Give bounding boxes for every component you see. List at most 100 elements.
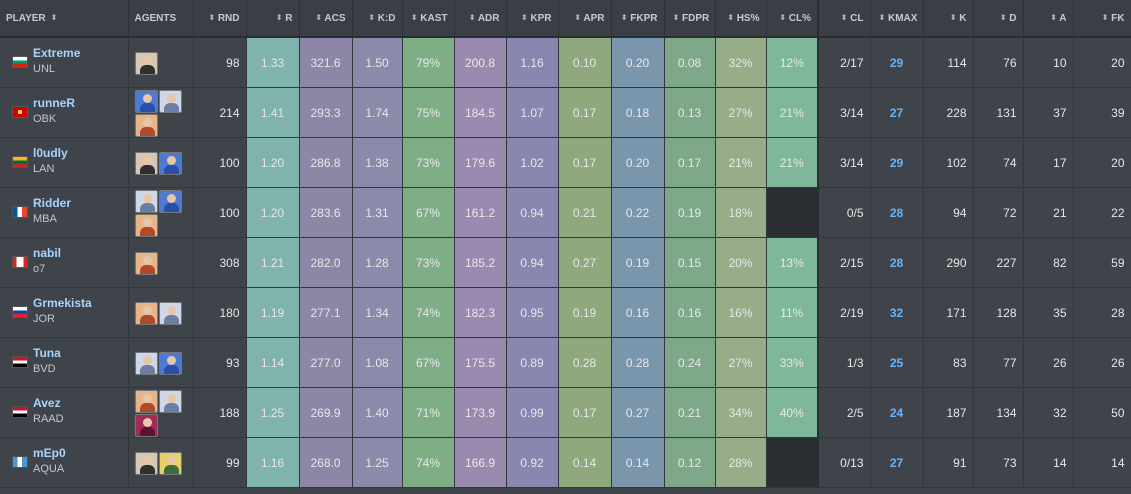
player-name-link[interactable]: runneR <box>33 96 75 110</box>
country-flag-icon <box>12 456 28 468</box>
table-row: l0udly LAN 100 1.20 286.8 1.38 73% 179.6 1.02 0.1… <box>0 137 1131 188</box>
kmax-cell[interactable]: 28 <box>870 237 924 288</box>
player-name-link[interactable]: Extreme <box>33 46 81 60</box>
kd-cell: 1.28 <box>352 237 403 288</box>
acs-cell: 293.3 <box>299 87 353 138</box>
a-cell: 10 <box>1023 37 1074 88</box>
table-row: Tuna BVD 93 1.14 277.0 1.08 67% 175.5 0.89 0.28 0.… <box>0 337 1131 388</box>
header-kmax[interactable]: ⬍ KMAX <box>870 0 924 38</box>
sort-icon: ⬍ <box>368 12 375 22</box>
player-cell: Grmekista JOR <box>0 287 129 338</box>
sort-icon: ⬍ <box>999 12 1007 22</box>
player-name-link[interactable]: Ridder <box>33 196 72 210</box>
kpr-cell: 0.92 <box>506 437 559 488</box>
player-cell: l0udly LAN <box>0 137 129 188</box>
player-name-link[interactable]: Tuna <box>33 346 61 360</box>
r-cell: 1.14 <box>246 337 300 388</box>
d-cell: 131 <box>973 87 1024 138</box>
table-row: nabil o7 308 1.21 282.0 1.28 73% 185.2 0.94 0.27 0… <box>0 237 1131 288</box>
kast-cell: 67% <box>402 187 455 238</box>
agent-portrait-icon <box>134 451 158 475</box>
acs-cell: 277.1 <box>299 287 353 338</box>
player-name-link[interactable]: Grmekista <box>33 296 92 310</box>
d-cell: 76 <box>973 37 1024 88</box>
fk-cell: 59 <box>1073 237 1131 288</box>
header-clpct[interactable]: ⬍ CL% <box>766 0 819 38</box>
fkpr-cell: 0.22 <box>611 187 665 238</box>
kmax-cell[interactable]: 32 <box>870 287 924 338</box>
header-r[interactable]: ⬍ R <box>246 0 300 38</box>
header-player[interactable]: PLAYER ⬍ <box>0 0 129 38</box>
fkpr-cell: 0.28 <box>611 337 665 388</box>
header-apr[interactable]: ⬍ APR <box>558 0 612 38</box>
kpr-cell: 0.94 <box>506 237 559 288</box>
header-d[interactable]: ⬍ D <box>973 0 1024 38</box>
kast-cell: 74% <box>402 287 455 338</box>
player-cell: nabil o7 <box>0 237 129 288</box>
header-k[interactable]: ⬍ K <box>923 0 974 38</box>
k-cell: 228 <box>923 87 974 138</box>
apr-cell: 0.10 <box>558 37 612 88</box>
kmax-cell[interactable]: 28 <box>870 187 924 238</box>
a-cell: 14 <box>1023 437 1074 488</box>
player-name-link[interactable]: mEp0 <box>33 446 66 460</box>
fdpr-cell: 0.12 <box>664 437 716 488</box>
r-cell: 1.16 <box>246 437 300 488</box>
hs-cell: 28% <box>715 437 767 488</box>
kmax-cell[interactable]: 29 <box>870 37 924 88</box>
hs-cell: 18% <box>715 187 767 238</box>
header-kd[interactable]: ⬍ K:D <box>352 0 403 38</box>
table-row: runneR OBK 214 1.41 293.3 1.74 75% 184.5 1.07 0.1… <box>0 87 1131 138</box>
header-fk[interactable]: ⬍ FK <box>1073 0 1131 38</box>
k-cell: 114 <box>923 37 974 88</box>
hs-cell: 21% <box>715 137 767 188</box>
apr-cell: 0.28 <box>558 337 612 388</box>
clpct-cell: 21% <box>766 137 819 188</box>
header-kpr[interactable]: ⬍ KPR <box>506 0 559 38</box>
kmax-cell[interactable]: 27 <box>870 87 924 138</box>
k-cell: 83 <box>923 337 974 388</box>
clpct-cell: 13% <box>766 237 819 288</box>
header-hs[interactable]: ⬍ HS% <box>715 0 767 38</box>
header-cl[interactable]: ⬍ CL <box>818 0 871 38</box>
kmax-cell[interactable]: 24 <box>870 387 924 438</box>
player-name-link[interactable]: l0udly <box>33 146 68 160</box>
header-a[interactable]: ⬍ A <box>1023 0 1074 38</box>
fk-cell: 14 <box>1073 437 1131 488</box>
kast-cell: 71% <box>402 387 455 438</box>
hs-cell: 34% <box>715 387 767 438</box>
player-team: BVD <box>33 363 56 375</box>
acs-cell: 268.0 <box>299 437 353 488</box>
table-row: Extreme UNL 98 1.33 321.6 1.50 79% 200.8 1.16 0.1… <box>0 37 1131 88</box>
header-fdpr[interactable]: ⬍ FDPR <box>664 0 716 38</box>
header-agents: AGENTS <box>128 0 194 38</box>
fdpr-cell: 0.08 <box>664 37 716 88</box>
apr-cell: 0.27 <box>558 237 612 288</box>
kmax-cell[interactable]: 25 <box>870 337 924 388</box>
player-cell: Extreme UNL <box>0 37 129 88</box>
clpct-cell <box>766 437 819 488</box>
header-rnd[interactable]: ⬍ RND <box>193 0 247 38</box>
cl-cell: 0/13 <box>818 437 871 488</box>
acs-cell: 282.0 <box>299 237 353 288</box>
d-cell: 227 <box>973 237 1024 288</box>
kmax-cell[interactable]: 29 <box>870 137 924 188</box>
r-cell: 1.20 <box>246 137 300 188</box>
kmax-cell[interactable]: 27 <box>870 437 924 488</box>
player-name-link[interactable]: Avez <box>33 396 61 410</box>
adr-cell: 200.8 <box>454 37 507 88</box>
a-cell: 37 <box>1023 87 1074 138</box>
header-adr[interactable]: ⬍ ADR <box>454 0 507 38</box>
agents-cell <box>128 387 194 438</box>
header-fkpr[interactable]: ⬍ FKPR <box>611 0 665 38</box>
header-kast[interactable]: ⬍ KAST <box>402 0 455 38</box>
hs-cell: 16% <box>715 287 767 338</box>
player-cell: runneR OBK <box>0 87 129 138</box>
header-acs[interactable]: ⬍ ACS <box>299 0 353 38</box>
fkpr-cell: 0.19 <box>611 237 665 288</box>
rnd-cell: 93 <box>193 337 247 388</box>
agent-portrait-icon <box>134 189 158 213</box>
fk-cell: 26 <box>1073 337 1131 388</box>
player-name-link[interactable]: nabil <box>33 246 62 260</box>
country-flag-icon <box>12 156 28 168</box>
